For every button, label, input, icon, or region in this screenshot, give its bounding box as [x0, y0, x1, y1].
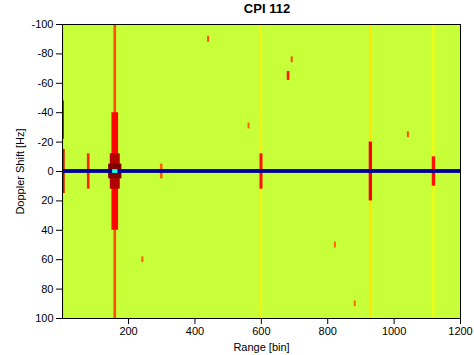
svg-text:20: 20	[41, 194, 53, 206]
svg-text:1000: 1000	[382, 325, 406, 337]
svg-text:-80: -80	[38, 47, 54, 59]
svg-text:800: 800	[319, 325, 337, 337]
svg-text:Range [bin]: Range [bin]	[233, 341, 289, 353]
svg-text:600: 600	[252, 325, 270, 337]
svg-text:-60: -60	[38, 77, 54, 89]
svg-text:200: 200	[119, 325, 137, 337]
svg-text:400: 400	[186, 325, 204, 337]
svg-text:-40: -40	[38, 106, 54, 118]
svg-text:100: 100	[35, 312, 53, 324]
svg-text:40: 40	[41, 224, 53, 236]
svg-text:0: 0	[47, 165, 53, 177]
svg-text:80: 80	[41, 283, 53, 295]
svg-text:-100: -100	[31, 18, 53, 30]
svg-text:60: 60	[41, 253, 53, 265]
html-text:CPI 112: CPI 112	[243, 1, 291, 16]
svg-text:Doppler Shift [Hz]: Doppler Shift [Hz]	[14, 128, 26, 214]
svg-text:1200: 1200	[448, 325, 472, 337]
svg-text:-20: -20	[38, 136, 54, 148]
